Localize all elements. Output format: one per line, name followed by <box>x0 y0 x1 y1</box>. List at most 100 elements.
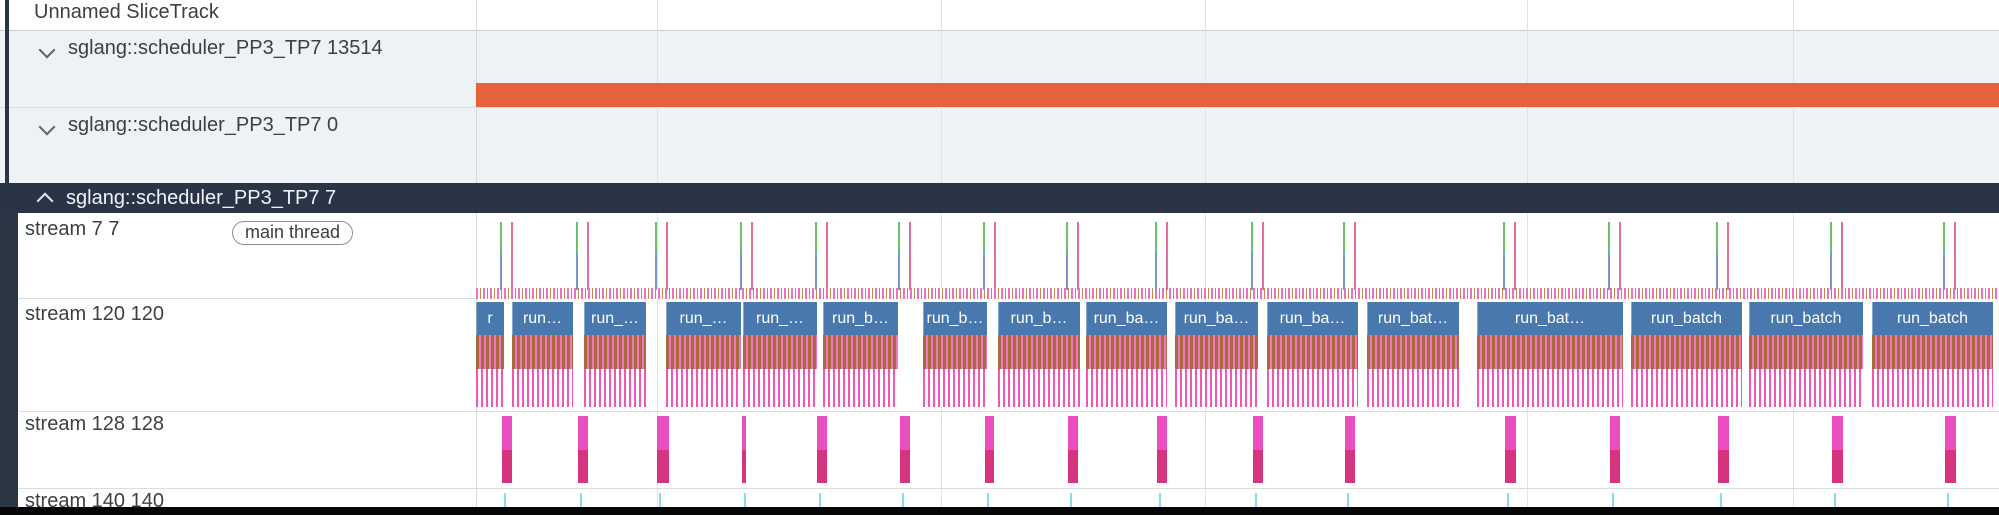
stream128-event-bar[interactable] <box>900 416 910 483</box>
stream140-event-tick[interactable] <box>1612 493 1614 507</box>
slice-orange-long[interactable] <box>476 83 1999 107</box>
instant-marker-pink[interactable] <box>909 222 911 290</box>
track-title-sched0[interactable]: sglang::scheduler_PP3_TP7 0 <box>68 114 339 136</box>
stream140-event-tick[interactable] <box>1507 493 1509 507</box>
stream140-event-tick[interactable] <box>1255 493 1257 507</box>
group-left-border <box>0 213 18 507</box>
stream128-event-bar[interactable] <box>1505 416 1516 483</box>
stream140-event-tick[interactable] <box>1347 493 1349 507</box>
stream128-event-bar[interactable] <box>1945 416 1956 483</box>
instant-marker-pink[interactable] <box>1514 222 1516 290</box>
slice-run-batch[interactable]: r <box>476 302 504 335</box>
track-title-stream128[interactable]: stream 128 128 <box>25 413 164 435</box>
stream128-event-bar[interactable] <box>1718 416 1729 483</box>
track-title-stream7[interactable]: stream 7 7 <box>25 218 120 240</box>
stream140-event-tick[interactable] <box>744 493 746 507</box>
slice-run-batch[interactable]: run_ba… <box>1267 302 1358 335</box>
instant-marker-green-blue[interactable] <box>1716 222 1718 290</box>
track-group-header-bg[interactable] <box>0 183 1999 213</box>
instant-marker-green-blue[interactable] <box>1608 222 1610 290</box>
slice-run-batch[interactable]: run_… <box>666 302 741 335</box>
slice-tick-comb <box>1631 369 1742 407</box>
stream128-event-bar[interactable] <box>1157 416 1167 483</box>
slice-run-batch[interactable]: run_b… <box>823 302 898 335</box>
instant-marker-pink[interactable] <box>1727 222 1729 290</box>
instant-marker-pink[interactable] <box>1619 222 1621 290</box>
stream128-event-bar[interactable] <box>578 416 588 483</box>
slice-tick-comb <box>743 369 817 407</box>
track-title-sched13514[interactable]: sglang::scheduler_PP3_TP7 13514 <box>68 37 383 59</box>
track-title-unnamed[interactable]: Unnamed SliceTrack <box>34 1 219 23</box>
instant-marker-green-blue[interactable] <box>655 222 657 290</box>
track-title-stream140[interactable]: stream 140 140 <box>25 490 164 512</box>
stream140-event-tick[interactable] <box>1947 493 1949 507</box>
stream128-event-bar[interactable] <box>1832 416 1843 483</box>
stream140-event-tick[interactable] <box>987 493 989 507</box>
slice-run-batch[interactable]: run_batch <box>1631 302 1742 335</box>
stream128-event-bar[interactable] <box>657 416 669 483</box>
stream128-event-bar[interactable] <box>1345 416 1355 483</box>
slice-kernel-stripes <box>1872 335 1993 369</box>
instant-marker-green-blue[interactable] <box>500 222 502 290</box>
instant-marker-pink[interactable] <box>587 222 589 290</box>
stream128-event-bar[interactable] <box>985 416 994 483</box>
stream128-event-bar[interactable] <box>742 416 746 483</box>
stream128-event-bar[interactable] <box>1068 416 1078 483</box>
stream140-event-tick[interactable] <box>580 493 582 507</box>
slice-run-batch[interactable]: run_ba… <box>1175 302 1258 335</box>
track-title-stream120[interactable]: stream 120 120 <box>25 303 164 325</box>
track-group-title-sched7[interactable]: sglang::scheduler_PP3_TP7 7 <box>66 187 337 209</box>
instant-marker-pink[interactable] <box>1262 222 1264 290</box>
stream140-event-tick[interactable] <box>902 493 904 507</box>
instant-marker-pink[interactable] <box>1077 222 1079 290</box>
instant-marker-green-blue[interactable] <box>1943 222 1945 290</box>
slice-tick-comb <box>1477 369 1623 407</box>
stream128-event-bar[interactable] <box>1253 416 1263 483</box>
instant-marker-pink[interactable] <box>751 222 753 290</box>
stream140-event-tick[interactable] <box>1720 493 1722 507</box>
instant-marker-green-blue[interactable] <box>1251 222 1253 290</box>
slice-run-batch[interactable]: run_b… <box>923 302 987 335</box>
slice-run-batch[interactable]: run_bat… <box>1477 302 1623 335</box>
instant-marker-pink[interactable] <box>994 222 996 290</box>
instant-marker-green-blue[interactable] <box>1343 222 1345 290</box>
instant-marker-green-blue[interactable] <box>898 222 900 290</box>
stream128-event-bar[interactable] <box>817 416 827 483</box>
stream140-event-tick[interactable] <box>1070 493 1072 507</box>
slice-run-batch[interactable]: run_batch <box>1872 302 1993 335</box>
instant-marker-pink[interactable] <box>1841 222 1843 290</box>
stream140-event-tick[interactable] <box>504 493 506 507</box>
slice-run-batch[interactable]: run_b… <box>998 302 1080 335</box>
instant-marker-pink[interactable] <box>1354 222 1356 290</box>
slice-tick-comb <box>584 369 646 407</box>
instant-marker-pink[interactable] <box>1166 222 1168 290</box>
instant-marker-green-blue[interactable] <box>1830 222 1832 290</box>
instant-marker-pink[interactable] <box>1954 222 1956 290</box>
stream128-event-bar[interactable] <box>1610 416 1620 483</box>
slice-run-batch[interactable]: run_… <box>584 302 646 335</box>
instant-marker-green-blue[interactable] <box>983 222 985 290</box>
slice-kernel-stripes <box>998 335 1080 369</box>
row-separator <box>18 411 1999 412</box>
stream140-event-tick[interactable] <box>1834 493 1836 507</box>
stream140-event-tick[interactable] <box>659 493 661 507</box>
instant-marker-green-blue[interactable] <box>740 222 742 290</box>
stream140-event-tick[interactable] <box>1159 493 1161 507</box>
slice-tick-comb <box>923 369 987 407</box>
slice-run-batch[interactable]: run… <box>512 302 573 335</box>
slice-kernel-stripes <box>476 335 504 369</box>
slice-run-batch[interactable]: run_batch <box>1749 302 1863 335</box>
instant-marker-green-blue[interactable] <box>1066 222 1068 290</box>
instant-marker-green-blue[interactable] <box>815 222 817 290</box>
instant-marker-green-blue[interactable] <box>1503 222 1505 290</box>
instant-marker-green-blue[interactable] <box>576 222 578 290</box>
slice-run-batch[interactable]: run_… <box>743 302 817 335</box>
slice-run-batch[interactable]: run_ba… <box>1086 302 1167 335</box>
instant-marker-green-blue[interactable] <box>1155 222 1157 290</box>
stream140-event-tick[interactable] <box>819 493 821 507</box>
stream128-event-bar[interactable] <box>502 416 512 483</box>
instant-marker-pink[interactable] <box>666 222 668 290</box>
slice-run-batch[interactable]: run_bat… <box>1367 302 1459 335</box>
instant-marker-pink[interactable] <box>511 222 513 290</box>
instant-marker-pink[interactable] <box>826 222 828 290</box>
